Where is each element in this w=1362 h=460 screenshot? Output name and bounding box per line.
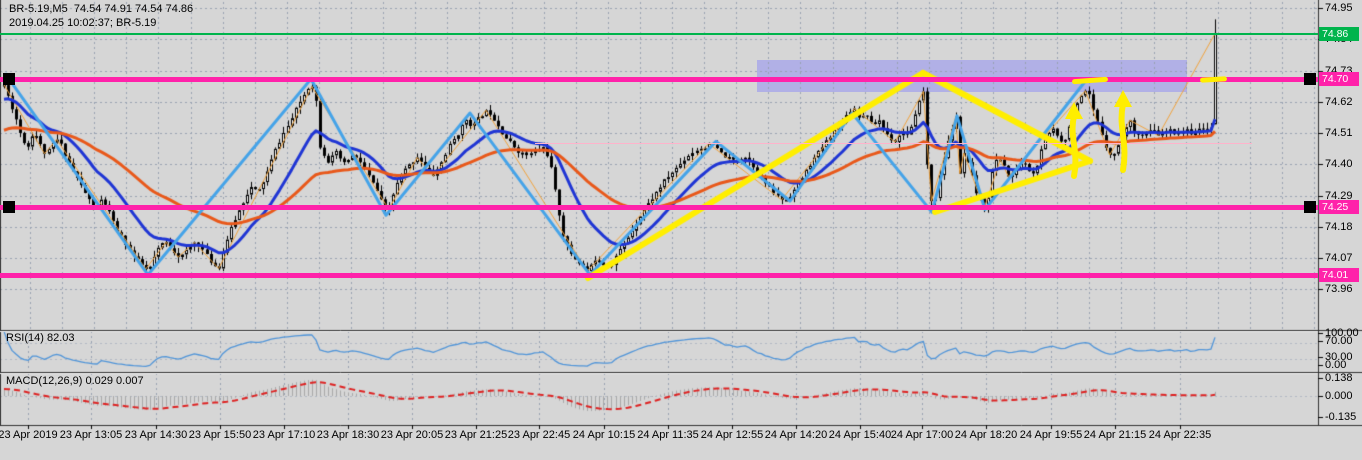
price-level-badge: 74.01 [1319,268,1359,282]
time-axis-label[interactable]: 23 Apr 15:50 [188,429,252,441]
macd-axis-label: 0.000 [1325,390,1353,402]
macd-axis-label: -0.135 [1325,411,1357,423]
time-axis-label[interactable]: 23 Apr 2019 [0,429,58,441]
time-axis-label[interactable]: 23 Apr 17:10 [252,429,316,441]
rsi-axis-label: 100.00 [1325,327,1359,339]
line-anchor-handle[interactable] [1304,201,1316,213]
time-axis-label[interactable]: 23 Apr 21:25 [444,429,508,441]
price-axis-label: 74.62 [1325,96,1353,108]
time-axis-label[interactable]: 24 Apr 21:15 [1083,429,1147,441]
price-axis-label: 74.07 [1325,252,1353,264]
up-arrow-icon[interactable] [1111,90,1135,179]
time-axis-label[interactable]: 24 Apr 10:15 [572,429,636,441]
time-axis-label[interactable]: 23 Apr 14:30 [124,429,188,441]
price-axis-label: 74.29 [1325,190,1353,202]
price-axis-label: 73.96 [1325,283,1353,295]
price-level-line-74.25[interactable] [0,205,1318,210]
price-level-line-74.01[interactable] [0,273,1318,278]
price-level-badge: 74.70 [1319,72,1359,86]
current-price-badge: 74.86 [1319,27,1359,41]
line-anchor-handle[interactable] [3,73,15,85]
rsi-axis-label: 70.00 [1325,335,1353,347]
time-axis-label[interactable]: 23 Apr 20:05 [380,429,444,441]
price-axis-label: 74.95 [1325,2,1353,14]
time-axis-label[interactable]: 24 Apr 18:20 [954,429,1018,441]
quote-line: BR-5.19,M5 74.54 74.91 74.54 74.86 [9,3,193,16]
time-axis-label[interactable]: 24 Apr 15:40 [828,429,892,441]
price-axis-label: 74.51 [1325,127,1353,139]
price-axis-label: 74.40 [1325,158,1353,170]
time-axis-label[interactable]: 23 Apr 13:05 [59,429,123,441]
time-axis-label[interactable]: 24 Apr 12:55 [700,429,764,441]
price-axis-label: 74.18 [1325,221,1353,233]
datetime-line: 2019.04.25 10:02:37; BR-5.19 [9,17,157,29]
rsi-indicator-label: RSI(14) 82.03 [6,332,75,344]
time-axis-label[interactable]: 23 Apr 22:45 [507,429,571,441]
rsi-axis-label: 30.00 [1325,351,1353,363]
time-axis-label[interactable]: 24 Apr 11:35 [637,429,699,441]
minor-support-line[interactable] [535,143,1252,144]
line-anchor-handle[interactable] [3,201,15,213]
ohlc-values: 74.54 74.91 74.54 74.86 [73,3,194,15]
current-price-line [0,33,1318,35]
time-axis-label[interactable]: 23 Apr 18:30 [316,429,380,441]
price-level-badge: 74.25 [1319,200,1359,214]
macd-axis-label: 0.138 [1325,372,1353,384]
time-axis-label[interactable]: 24 Apr 17:00 [890,429,954,441]
macd-indicator-label: MACD(12,26,9) 0.029 0.007 [6,375,144,387]
up-arrow-icon[interactable] [1062,102,1086,185]
symbol-period-label: BR-5.19,M5 [9,3,68,15]
time-axis-label[interactable]: 24 Apr 14:20 [764,429,828,441]
time-axis-label[interactable]: 24 Apr 19:55 [1019,429,1083,441]
time-axis-label[interactable]: 24 Apr 22:35 [1148,429,1212,441]
line-anchor-handle[interactable] [1304,73,1316,85]
price-level-line-74.70[interactable] [0,77,1318,82]
rsi-axis-label: 0.00 [1325,359,1347,371]
